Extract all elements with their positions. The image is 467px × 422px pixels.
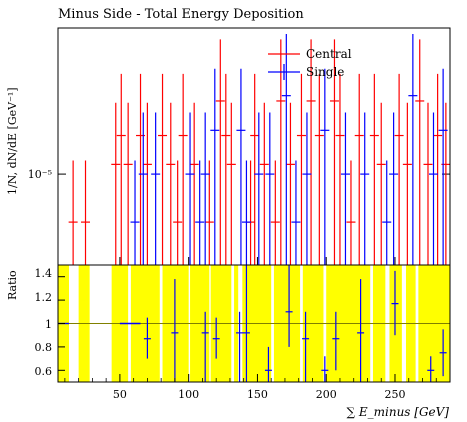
central-point-21 — [285, 102, 295, 265]
ratio-point-6 — [236, 311, 244, 382]
central-point-28 — [354, 73, 364, 265]
central-point-7 — [158, 73, 168, 265]
single-point-8 — [241, 160, 251, 265]
central-point-16 — [246, 160, 256, 265]
central-point-12 — [204, 160, 214, 265]
central-point-10 — [178, 73, 188, 265]
bottom-plot-frame — [57, 264, 451, 383]
x-tick-labels: 50 100 150 200 250 — [113, 388, 406, 401]
x-tick-label-100: 100 — [178, 388, 199, 401]
ratio-point-10 — [302, 311, 310, 382]
single-point-16 — [360, 112, 370, 265]
central-point-34 — [423, 102, 433, 265]
central-point-33 — [415, 39, 425, 265]
single-point-19 — [408, 34, 418, 265]
legend-central-label: Central — [306, 47, 352, 61]
single-point-15 — [340, 112, 350, 265]
single-point-3 — [185, 112, 195, 265]
y-axis-label-top: 1/N, dN/dE [GeV⁻¹] — [6, 87, 19, 195]
top-y-tick-label: 10⁻⁵ — [28, 168, 52, 181]
central-point-32 — [402, 102, 412, 265]
ratio-y-tick-1: 1 — [45, 318, 52, 331]
single-point-13 — [302, 112, 312, 265]
central-point-2 — [111, 102, 121, 265]
x-tick-label-250: 250 — [384, 388, 405, 401]
central-point-27 — [346, 160, 356, 265]
central-point-23 — [306, 39, 316, 265]
central-point-26 — [335, 73, 345, 265]
x-tick-label-200: 200 — [316, 388, 337, 401]
single-point-2 — [151, 112, 161, 265]
single-point-9 — [254, 112, 264, 265]
single-point-10 — [265, 112, 275, 265]
chart-title: Minus Side - Total Energy Deposition — [58, 7, 304, 22]
ratio-point-12 — [332, 311, 340, 371]
x-tick-label-150: 150 — [247, 388, 268, 401]
legend: Central Single — [268, 47, 352, 80]
central-point-9 — [173, 160, 183, 265]
x-tick-label-50: 50 — [113, 388, 127, 401]
ratio-point-7 — [242, 265, 250, 382]
central-point-11 — [189, 102, 199, 265]
ratio-point-8 — [264, 346, 272, 382]
bottom-panel — [58, 265, 451, 382]
ratio-point-5 — [212, 317, 220, 359]
single-point-12 — [291, 160, 301, 265]
ratio-y-tick-1.4: 1.4 — [35, 267, 53, 280]
single-point-1 — [138, 112, 148, 265]
central-point-35 — [433, 73, 443, 265]
central-point-20 — [276, 39, 286, 265]
ratio-y-tick-0.6: 0.6 — [35, 365, 53, 378]
top-panel — [58, 34, 451, 265]
single-point-4 — [195, 160, 205, 265]
single-point-18 — [389, 112, 399, 265]
ratio-point-4 — [201, 311, 209, 382]
central-point-25 — [329, 39, 339, 265]
ratio-point-11 — [321, 356, 329, 382]
central-point-31 — [394, 73, 404, 265]
single-point-14 — [320, 68, 330, 265]
central-point-24 — [314, 73, 324, 265]
ratio-point-2 — [143, 317, 151, 359]
single-point-17 — [382, 160, 392, 265]
ratio-point-13 — [357, 279, 365, 382]
ratio-point-3 — [171, 279, 179, 382]
single-point-5 — [200, 112, 210, 265]
central-point-3 — [116, 73, 126, 265]
ratio-point-15 — [427, 356, 435, 382]
single-point-20 — [428, 112, 438, 265]
central-point-18 — [259, 102, 269, 265]
central-point-15 — [226, 102, 236, 265]
ratio-y-tick-labels: 1.4 1.2 1 0.8 0.6 — [35, 267, 53, 378]
ratio-point-14 — [391, 270, 399, 336]
single-point-21 — [438, 68, 448, 265]
x-axis-label: ∑ E_minus [GeV] — [346, 405, 449, 419]
ratio-point-9 — [285, 265, 293, 347]
legend-single-label: Single — [306, 65, 344, 79]
central-point-8 — [166, 102, 176, 265]
single-point-0 — [130, 160, 140, 265]
single-point-11 — [281, 34, 291, 265]
ratio-y-tick-0.8: 0.8 — [35, 341, 53, 354]
single-point-7 — [236, 68, 246, 265]
central-point-4 — [123, 102, 133, 265]
top-plot-frame — [57, 27, 451, 266]
central-point-29 — [369, 73, 379, 265]
single-point-6 — [210, 68, 220, 265]
central-point-17 — [250, 73, 260, 265]
central-point-1 — [81, 160, 91, 265]
central-point-30 — [376, 102, 386, 265]
central-point-14 — [221, 73, 231, 265]
central-point-22 — [296, 73, 306, 265]
central-point-6 — [142, 102, 152, 265]
ratio-point-16 — [439, 329, 447, 377]
central-point-19 — [270, 160, 280, 265]
ratio-y-tick-1.2: 1.2 — [35, 291, 53, 304]
y-axis-label-bottom: Ratio — [6, 270, 19, 300]
central-point-13 — [215, 39, 225, 265]
central-point-0 — [68, 160, 78, 265]
